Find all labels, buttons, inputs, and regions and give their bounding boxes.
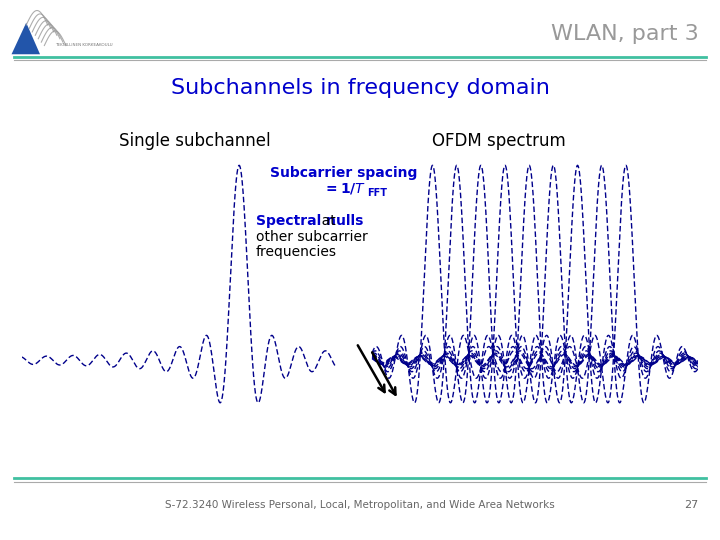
Text: Subcarrier spacing: Subcarrier spacing (271, 166, 418, 180)
Text: Single subchannel: Single subchannel (119, 132, 271, 150)
Text: Subchannels in frequency domain: Subchannels in frequency domain (171, 78, 549, 98)
Text: 27: 27 (684, 500, 698, 510)
Text: WLAN, part 3: WLAN, part 3 (551, 24, 698, 44)
Text: OFDM spectrum: OFDM spectrum (432, 132, 566, 150)
Text: S-72.3240 Wireless Personal, Local, Metropolitan, and Wide Area Networks: S-72.3240 Wireless Personal, Local, Metr… (165, 500, 555, 510)
Text: Spectral nulls: Spectral nulls (256, 214, 363, 228)
Text: $\mathbf{= 1/}$$\mathit{T}$: $\mathbf{= 1/}$$\mathit{T}$ (323, 181, 366, 197)
Text: frequencies: frequencies (256, 245, 337, 259)
Text: TEKNILLINEN KORKEAKOULU: TEKNILLINEN KORKEAKOULU (55, 43, 112, 46)
Text: at: at (256, 214, 336, 228)
Text: FFT: FFT (367, 188, 387, 198)
Polygon shape (12, 23, 40, 54)
Text: other subcarrier: other subcarrier (256, 230, 367, 244)
